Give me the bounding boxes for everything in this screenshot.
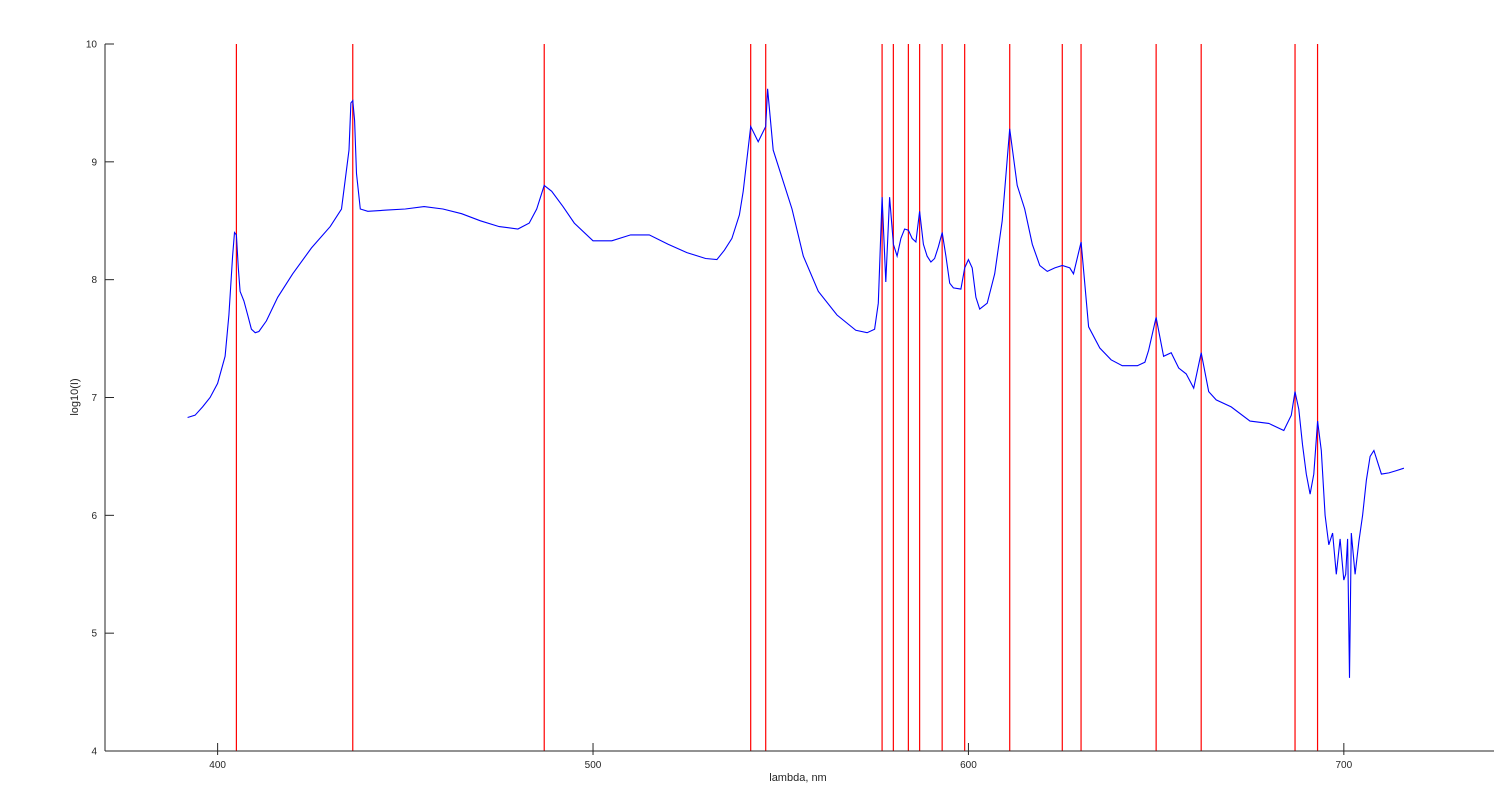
y-axis-label: log10(I) <box>69 378 81 415</box>
y-tick-label-9: 9 <box>91 157 97 168</box>
y-tick-label-5: 5 <box>91 629 97 640</box>
emission-lines <box>235 44 1319 751</box>
y-tick-label-7: 7 <box>91 393 97 404</box>
x-tick-label-600: 600 <box>960 760 977 771</box>
y-tick-label-6: 6 <box>91 511 97 522</box>
y-tick-label-4: 4 <box>91 747 97 758</box>
x-tick-label-500: 500 <box>585 760 602 771</box>
y-tick-label-10: 10 <box>86 40 98 51</box>
spectrum-series-line <box>187 88 1405 678</box>
x-tick-label-400: 400 <box>209 760 226 771</box>
x-tick-label-700: 700 <box>1335 760 1352 771</box>
y-tick-label-8: 8 <box>91 275 97 286</box>
x-axis-label: lambda, nm <box>769 772 826 784</box>
axes: 400 500 600 700 4 5 6 7 8 9 10 <box>86 40 1494 771</box>
